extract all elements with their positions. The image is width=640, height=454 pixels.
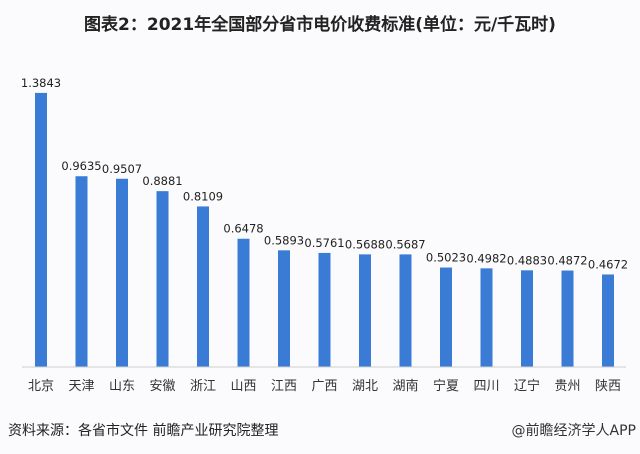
bar xyxy=(440,267,452,367)
x-tick-label: 安徽 xyxy=(149,379,175,394)
x-tick-label: 广西 xyxy=(311,379,337,394)
bar xyxy=(480,268,493,367)
data-label: 0.8881 xyxy=(142,174,182,188)
x-tick-label: 辽宁 xyxy=(514,378,540,394)
data-label: 0.5893 xyxy=(264,233,304,247)
x-tick-label: 陕西 xyxy=(595,379,621,394)
credit-note: @前瞻经济学人APP xyxy=(511,423,636,439)
data-label: 0.4672 xyxy=(588,257,628,271)
x-tick-label: 四川 xyxy=(473,379,499,394)
x-tick-label: 湖北 xyxy=(352,379,378,394)
data-label: 0.8109 xyxy=(183,189,223,203)
bar xyxy=(399,254,412,367)
data-label: 0.4883 xyxy=(507,253,547,267)
bar xyxy=(318,252,331,367)
data-label: 0.9635 xyxy=(61,159,101,173)
x-tick-label: 湖南 xyxy=(392,378,418,394)
bar xyxy=(35,92,47,367)
x-tick-label: 江西 xyxy=(271,379,297,394)
bar xyxy=(359,254,371,367)
bar xyxy=(75,176,88,367)
bar xyxy=(521,270,533,367)
data-label: 0.6478 xyxy=(223,222,263,236)
data-label: 1.3843 xyxy=(21,76,61,90)
x-tick-label: 天津 xyxy=(68,379,94,394)
bar xyxy=(237,238,250,367)
bar xyxy=(156,191,169,367)
bar xyxy=(116,178,128,367)
chart-title: 图表2：2021年全国部分省市电价收费标准(单位：元/千瓦时) xyxy=(84,15,556,35)
data-label: 0.5688 xyxy=(345,237,385,251)
data-label: 0.9507 xyxy=(102,162,142,176)
x-tick-label: 山西 xyxy=(230,379,256,394)
data-label: 0.5761 xyxy=(304,236,344,250)
x-tick-label: 北京 xyxy=(28,379,54,394)
x-tick-label: 山东 xyxy=(109,379,135,394)
bar xyxy=(197,206,209,367)
source-note: 资料来源：各省市文件 前瞻产业研究院整理 xyxy=(8,423,279,439)
bar xyxy=(561,270,574,367)
bar xyxy=(602,274,614,367)
data-label: 0.5687 xyxy=(385,237,425,251)
x-tick-label: 宁夏 xyxy=(433,378,459,394)
data-label: 0.4982 xyxy=(466,251,506,265)
data-label: 0.4872 xyxy=(547,254,587,268)
bar xyxy=(278,250,290,367)
x-tick-label: 浙江 xyxy=(190,379,216,394)
data-label: 0.5023 xyxy=(426,251,466,265)
x-tick-label: 贵州 xyxy=(554,379,580,394)
